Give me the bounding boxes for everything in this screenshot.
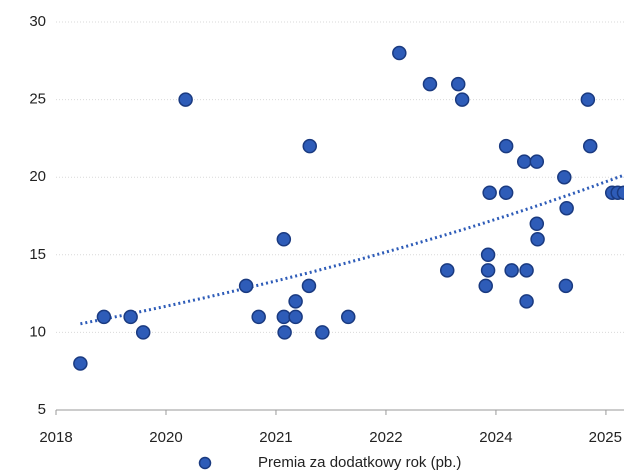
point xyxy=(582,138,598,154)
legend-marker xyxy=(198,456,212,470)
point xyxy=(504,263,519,278)
y-tick-label: 20 xyxy=(29,168,46,185)
x-tick-label: 2022 xyxy=(369,429,402,446)
point xyxy=(123,309,138,325)
x-tick-label: 2020 xyxy=(149,429,182,446)
point xyxy=(498,138,514,154)
point xyxy=(478,278,493,294)
point xyxy=(519,263,534,278)
point xyxy=(480,247,496,263)
x-tick-label: 2018 xyxy=(39,429,72,446)
point xyxy=(277,325,292,340)
point xyxy=(450,76,466,92)
point xyxy=(288,294,303,309)
point xyxy=(238,278,254,294)
point xyxy=(315,325,330,340)
point xyxy=(288,309,303,325)
legend-label: Premia za dodatkowy rok (pb.) xyxy=(258,454,461,471)
point xyxy=(302,138,318,154)
x-tick-label: 2024 xyxy=(479,429,512,446)
point xyxy=(482,185,497,200)
point xyxy=(135,325,151,340)
point xyxy=(616,185,624,200)
point xyxy=(392,45,407,61)
point xyxy=(439,263,455,278)
point xyxy=(340,309,356,325)
point xyxy=(251,309,266,325)
point xyxy=(519,294,534,309)
point xyxy=(73,356,88,371)
point xyxy=(301,278,317,294)
point xyxy=(558,278,574,294)
point xyxy=(480,263,496,278)
x-tick-label: 2025 xyxy=(589,429,622,446)
point xyxy=(454,92,470,107)
y-tick-label: 25 xyxy=(29,91,46,108)
point xyxy=(559,200,574,216)
point xyxy=(580,92,596,107)
point xyxy=(529,216,545,232)
y-tick-label: 30 xyxy=(29,13,46,30)
y-tick-label: 15 xyxy=(29,246,46,263)
point xyxy=(529,154,545,169)
point xyxy=(557,169,572,185)
point xyxy=(498,185,514,200)
x-tick-label: 2021 xyxy=(259,429,292,446)
point xyxy=(422,76,438,92)
y-tick-label: 10 xyxy=(29,323,46,340)
point xyxy=(530,232,545,247)
point xyxy=(178,92,193,107)
point xyxy=(276,232,292,247)
point xyxy=(96,309,112,325)
trendline xyxy=(80,173,624,326)
y-tick-label: 5 xyxy=(38,401,46,418)
point xyxy=(516,154,532,169)
